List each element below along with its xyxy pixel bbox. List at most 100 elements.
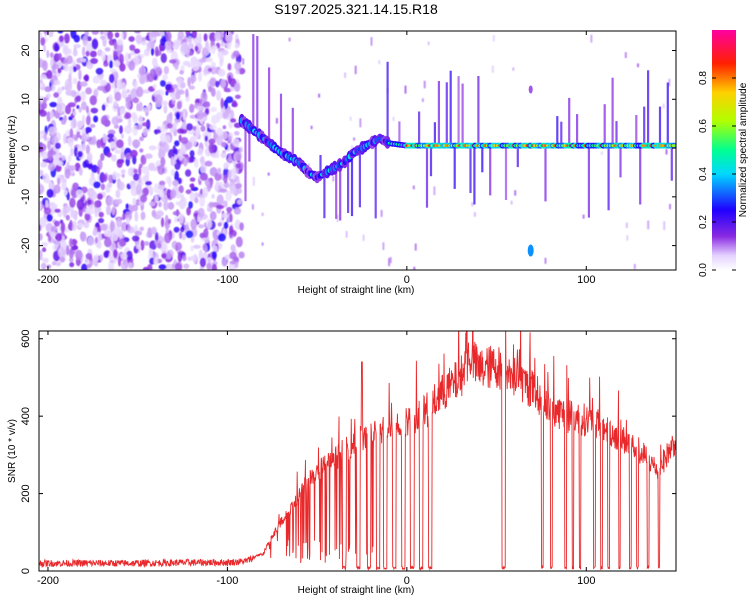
spectrogram-noise-blob xyxy=(157,189,165,198)
spectrogram-noise-blob xyxy=(149,68,156,78)
spectrogram-noise-blob xyxy=(57,86,63,95)
spectrogram-noise-blob xyxy=(202,243,208,252)
spectrogram-noise-blob xyxy=(196,106,205,111)
spectrogram-noise-blob xyxy=(85,129,89,135)
spectrogram-noise-blob xyxy=(204,160,213,167)
spectrogram-x-label: Height of straight line (km) xyxy=(298,285,415,296)
spectrogram-noise-blob xyxy=(181,119,187,130)
spectrogram-streak xyxy=(339,164,342,221)
spectrogram-noise-blob xyxy=(174,148,178,156)
spectrogram-noise-blob xyxy=(232,169,236,181)
spectrogram-noise-blob xyxy=(130,88,138,99)
spectrogram-y-ticks: -20 -10 0 10 20 xyxy=(20,44,676,254)
spectrogram-noise-blob xyxy=(142,266,149,270)
spectrogram-noise-blob xyxy=(185,31,191,36)
spectrogram-noise-blob xyxy=(229,213,233,223)
spectrogram-streak xyxy=(469,145,472,193)
spectrogram-speckle xyxy=(388,258,391,267)
spectrogram-noise-blob xyxy=(85,105,89,114)
spectrogram-noise-blob xyxy=(219,57,224,67)
spectrogram-noise-blob xyxy=(166,252,172,260)
spectrogram-noise-blob xyxy=(199,172,208,181)
spectrogram-streak xyxy=(319,155,322,176)
spectrogram-noise-blob xyxy=(189,191,196,202)
spectrogram-streak xyxy=(658,106,662,146)
spectrogram-noise-blob xyxy=(158,201,162,208)
spectrogram-noise-blob xyxy=(86,152,93,163)
spectrogram-noise-blob xyxy=(39,217,47,228)
spectrogram-noise-blob xyxy=(100,35,106,40)
spectrogram-noise-blob xyxy=(182,255,187,262)
snr-frame xyxy=(38,330,677,572)
spectrogram-noise-blob xyxy=(39,145,43,153)
spectrogram-noise-blob xyxy=(223,221,229,229)
spectrogram-noise-blob xyxy=(97,85,105,91)
spectrogram-noise-blob xyxy=(192,253,198,264)
spectrogram-noise-blob xyxy=(120,169,126,175)
spectrogram-noise-blob xyxy=(162,74,168,81)
spectrogram-noise-blob xyxy=(136,86,144,98)
spectrogram-streak xyxy=(576,114,579,146)
spectrogram-noise-blob xyxy=(217,50,224,59)
spectrogram-noise-blob xyxy=(74,162,81,172)
spectrogram-noise-blob xyxy=(76,199,85,211)
spectrogram-noise-blob xyxy=(189,103,195,113)
spectrogram-speckle xyxy=(669,203,671,210)
spectrogram-noise-blob xyxy=(239,222,244,231)
spectrogram-streak xyxy=(615,121,618,146)
spectrogram-noise-blob xyxy=(200,125,206,132)
spectrogram-noise-blob xyxy=(185,88,189,98)
spectrogram-noise-blob xyxy=(64,104,72,115)
spectrogram-noise-blob xyxy=(222,200,228,208)
spectrogram-noise-blob xyxy=(143,241,150,246)
spectrogram-noise-blob xyxy=(219,42,227,47)
spectrogram-noise-blob xyxy=(183,263,190,269)
spectrogram-speckle xyxy=(252,176,255,186)
spectrogram-noise-blob xyxy=(114,32,120,38)
spectrogram-streak xyxy=(477,76,480,146)
spectrogram-noise-blob xyxy=(113,50,118,58)
spectrogram-noise-blob xyxy=(109,221,116,232)
spectrogram-noise-blob xyxy=(184,224,189,230)
spectrogram-noise-blob xyxy=(160,128,168,133)
spectrogram-noise-blob xyxy=(66,82,73,92)
spectrogram-noise-blob xyxy=(39,153,42,158)
spectrogram-noise-blob xyxy=(225,32,233,44)
spectrogram-noise-blob xyxy=(76,105,80,109)
spectrogram-noise-blob xyxy=(128,60,136,71)
colorbar-tick-label: 0.4 xyxy=(698,167,709,181)
spectrogram-xtick-label: -100 xyxy=(216,274,238,286)
spectrogram-noise-blob xyxy=(55,142,61,149)
spectrogram-ytick-label: 10 xyxy=(20,93,32,105)
spectrogram-noise-blob xyxy=(238,251,245,259)
spectrogram-noise-blob xyxy=(97,230,102,242)
spectrogram-noise-blob xyxy=(154,129,162,134)
spectrogram-streak xyxy=(453,145,456,189)
spectrogram-noise-blob xyxy=(90,107,99,114)
spectrogram-frame xyxy=(38,30,677,271)
spectrogram-noise-blob xyxy=(63,189,68,196)
spectrogram-noise-blob xyxy=(121,89,128,99)
spectrogram-noise-blob xyxy=(221,258,228,267)
spectrogram-noise-blob xyxy=(112,171,117,180)
spectrogram-noise-blob xyxy=(96,139,102,149)
spectrogram-noise-blob xyxy=(186,63,193,68)
spectrogram-noise-blob xyxy=(152,166,158,172)
spectrogram-noise-blob xyxy=(57,31,64,34)
spectrogram-ytick-label: -20 xyxy=(20,238,32,254)
spectrogram-noise-blob xyxy=(114,91,122,102)
spectrogram-noise-blob xyxy=(115,217,122,228)
spectrogram-noise-blob xyxy=(163,200,169,211)
spectrogram-streak xyxy=(461,83,464,146)
spectrogram-noise-blob xyxy=(161,100,168,106)
spectrogram-noise-blob xyxy=(185,189,192,195)
spectrogram-noise-blob xyxy=(216,149,220,159)
spectrogram-speckle xyxy=(637,63,639,68)
spectrogram-noise-blob xyxy=(94,207,99,218)
spectrogram-noise-blob xyxy=(182,111,186,122)
spectrogram-noise-blob xyxy=(134,211,139,222)
spectrogram-noise-blob xyxy=(234,262,239,269)
spectrogram-noise-blob xyxy=(209,124,217,130)
spectrogram-noise-blob xyxy=(157,184,166,190)
